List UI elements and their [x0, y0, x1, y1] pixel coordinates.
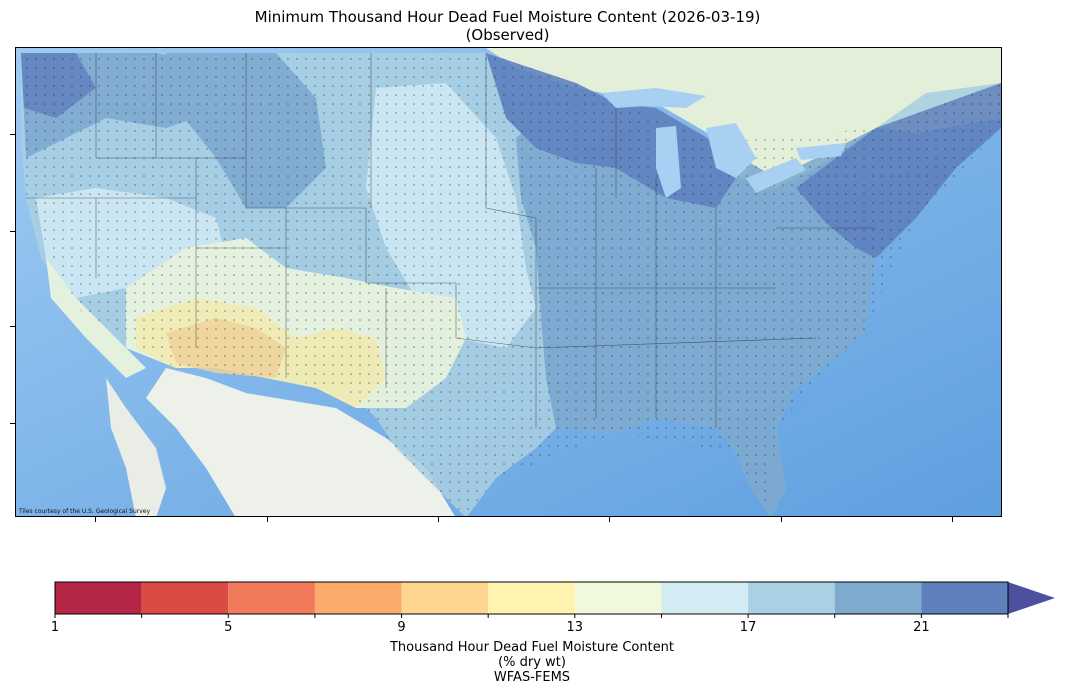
colorbar-bin: [55, 582, 142, 614]
colorbar-bin: [574, 582, 662, 614]
colorbar-bin: [834, 582, 922, 614]
colorbar-label-line-2: (% dry wt): [498, 655, 566, 670]
colorbar-bin: [488, 582, 575, 614]
colorbar-bin: [314, 582, 402, 614]
lake-superior: [601, 88, 706, 108]
colorbar-label: Thousand Hour Dead Fuel Moisture Content…: [332, 640, 732, 685]
colorbar-label-line-3: WFAS-FEMS: [493, 670, 571, 685]
lake-erie: [746, 158, 806, 193]
y-tick: [10, 326, 15, 327]
fuel-moisture-map: [16, 48, 1001, 516]
x-tick: [95, 517, 96, 522]
colorbar-label-line-1: Thousand Hour Dead Fuel Moisture Content: [389, 640, 675, 655]
y-tick: [10, 423, 15, 424]
chart-title: Minimum Thousand Hour Dead Fuel Moisture…: [0, 8, 1015, 44]
x-tick: [781, 517, 782, 522]
colorbar-bin: [661, 582, 749, 614]
colorbar-ticks: [54, 614, 1009, 618]
colorbar-tick-label: 1: [50, 620, 60, 635]
tile-credit: Tiles courtesy of the U.S. Geological Su…: [19, 508, 151, 515]
colorbar-outline: [54, 581, 1009, 615]
colorbar-extend-arrow: [1008, 582, 1055, 614]
title-line-1: Minimum Thousand Hour Dead Fuel Moisture…: [254, 8, 761, 26]
mexico-land: [146, 368, 455, 516]
x-tick: [609, 517, 610, 522]
colorbar-tick-label: 9: [397, 620, 406, 635]
y-tick: [10, 231, 15, 232]
colorbar: [54, 581, 1055, 618]
title-line-2: (Observed): [465, 26, 550, 44]
station-markers: [21, 53, 1001, 516]
colorbar-bin: [401, 582, 489, 614]
y-tick: [10, 134, 15, 135]
colorbar-tick-label: 13: [566, 620, 584, 635]
colorbar-bin: [921, 582, 1008, 614]
map-panel[interactable]: [15, 47, 1002, 517]
colorbar-bin: [748, 582, 835, 614]
colorbar-bins: [55, 582, 1008, 614]
x-tick: [952, 517, 953, 522]
great-lakes: [601, 88, 846, 198]
state-boundaries: [26, 53, 876, 428]
baja-california: [106, 378, 166, 516]
lake-michigan: [656, 126, 681, 198]
x-tick: [267, 517, 268, 522]
colorbar-tick-label: 21: [913, 620, 930, 635]
colorbar-bin: [141, 582, 229, 614]
x-tick: [438, 517, 439, 522]
colorbar-tick-label: 5: [224, 620, 233, 635]
canada-land: [486, 48, 1001, 188]
colorbar-tick-label: 17: [739, 620, 757, 635]
lake-huron: [706, 123, 756, 178]
colorbar-bin: [228, 582, 315, 614]
lake-ontario: [796, 143, 846, 160]
